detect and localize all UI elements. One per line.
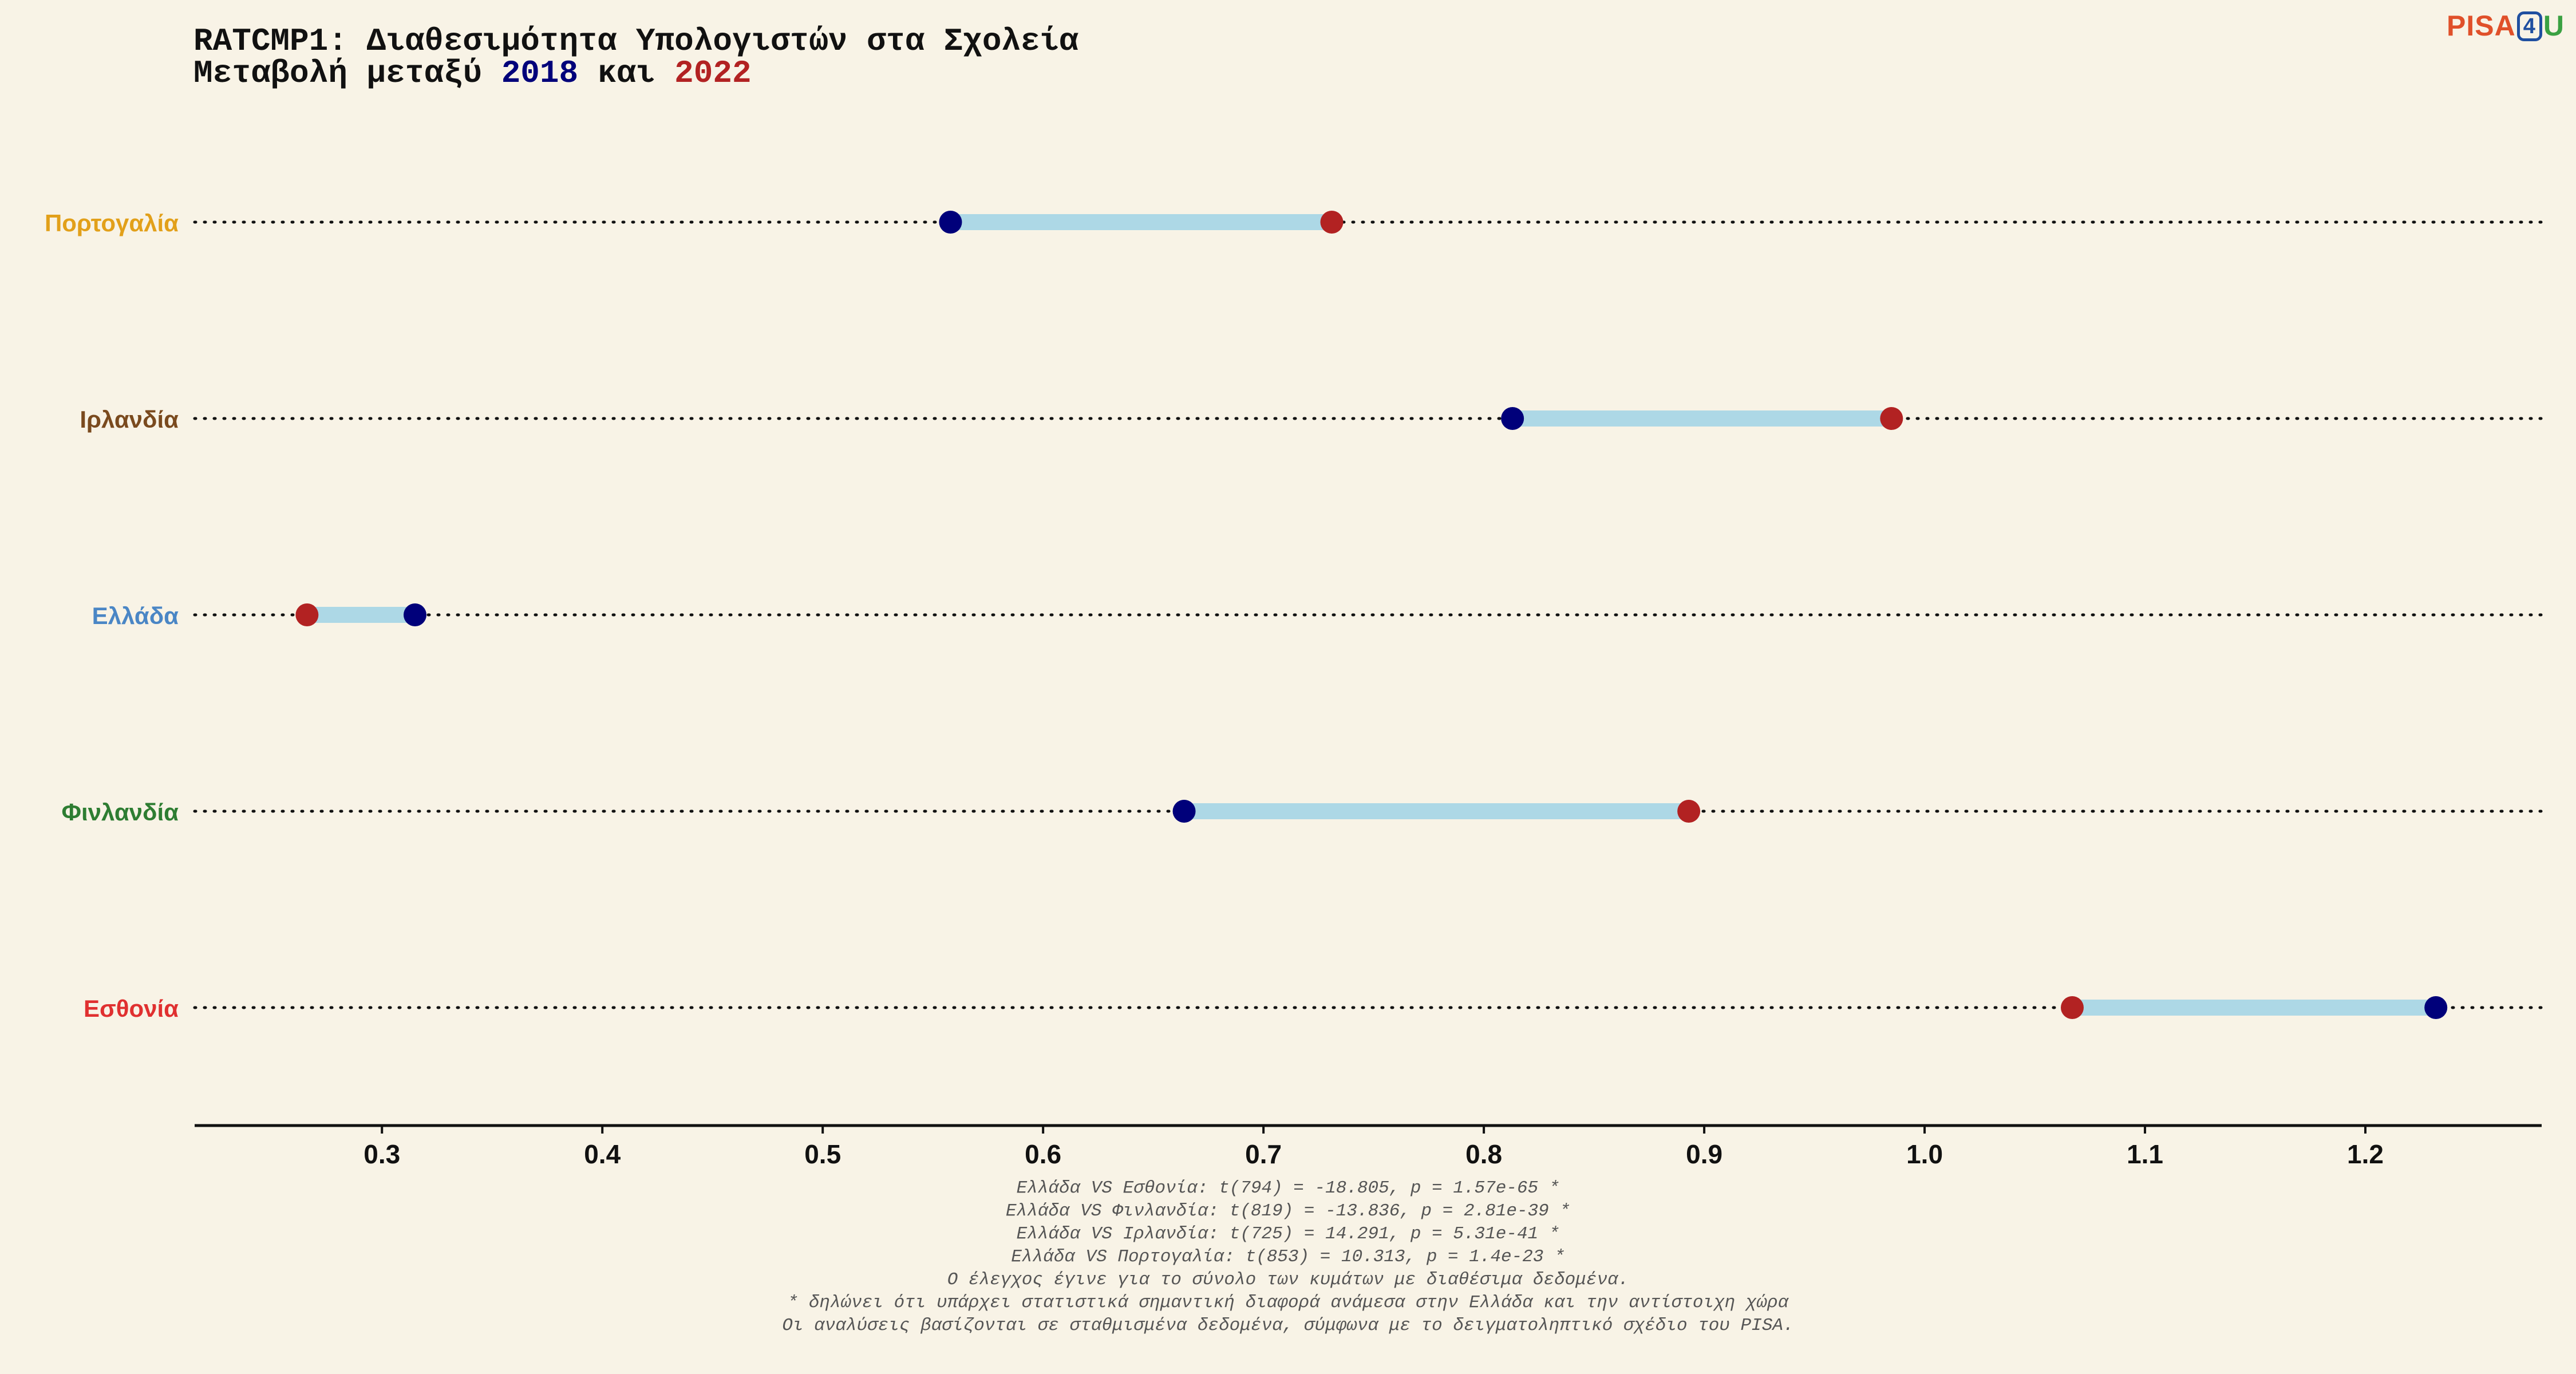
point-2022: [1320, 211, 1344, 234]
title-middle: και: [578, 55, 675, 92]
x-tick-label: 1.1: [2127, 1139, 2163, 1169]
point-2022: [2061, 996, 2084, 1019]
footnote-line: Ελλάδα VS Πορτογαλία: t(853) = 10.313, p…: [1011, 1247, 1565, 1267]
footnotes: Ελλάδα VS Εσθονία: t(794) = -18.805, p =…: [0, 1177, 2576, 1337]
point-2022: [295, 603, 319, 626]
point-2018: [1172, 800, 1196, 823]
x-tick-label: 0.8: [1465, 1139, 1502, 1169]
footnote-line: * δηλώνει ότι υπάρχει στατιστικά σημαντι…: [787, 1293, 1789, 1313]
country-label: Ελλάδα: [92, 602, 179, 629]
point-2018: [939, 211, 962, 234]
x-tick-label: 0.3: [364, 1139, 400, 1169]
x-tick-label: 0.7: [1245, 1139, 1282, 1169]
x-tick-label: 0.9: [1686, 1139, 1722, 1169]
footnote-line: Ελλάδα VS Ιρλανδία: t(725) = 14.291, p =…: [1016, 1224, 1560, 1244]
point-2018: [403, 603, 426, 626]
footnote-line: Ελλάδα VS Φινλανδία: t(819) = -13.836, p…: [1006, 1201, 1570, 1221]
point-2022: [1677, 800, 1701, 823]
footnote-line: Οι αναλύσεις βασίζονται σε σταθμισμένα δ…: [782, 1316, 1794, 1336]
logo-part-four: 4: [2516, 11, 2542, 41]
point-2018: [1501, 407, 1524, 430]
x-tick-label: 0.6: [1025, 1139, 1061, 1169]
country-label: Πορτογαλία: [45, 210, 179, 236]
point-2022: [1880, 407, 1903, 430]
footnote-line: Ελλάδα VS Εσθονία: t(794) = -18.805, p =…: [1016, 1178, 1560, 1198]
x-tick-label: 1.2: [2347, 1139, 2384, 1169]
year-2022-label: 2022: [674, 55, 752, 92]
point-2018: [2424, 996, 2448, 1019]
x-tick-label: 1.0: [1906, 1139, 1943, 1169]
x-tick-label: 0.4: [584, 1139, 621, 1169]
x-tick-label: 0.5: [804, 1139, 841, 1169]
country-label: Ιρλανδία: [80, 406, 179, 433]
logo-part-pisa: PISA: [2447, 10, 2516, 42]
dumbbell-chart: Πορτογαλία Ιρλανδία Ελλάδα Φινλανδία Εσθονία…: [45, 210, 2543, 1169]
pisa4u-logo: PISA 4 U: [2447, 9, 2565, 42]
title-line-2: Μεταβολή μεταξύ 2018 και 2022: [193, 57, 1078, 89]
title-line-1: RATCMP1: Διαθεσιμότητα Υπολογιστών στα Σ…: [193, 23, 1078, 60]
country-label: Εσθονία: [84, 995, 179, 1022]
year-2018-label: 2018: [501, 55, 579, 92]
footnote-line: Ο έλεγχος έγινε για το σύνολο των κυμάτω…: [947, 1270, 1629, 1290]
logo-part-u: U: [2543, 10, 2565, 42]
title-prefix: Μεταβολή μεταξύ: [193, 55, 501, 92]
country-label: Φινλανδία: [62, 799, 179, 826]
chart-title: RATCMP1: Διαθεσιμότητα Υπολογιστών στα Σ…: [193, 25, 1078, 89]
